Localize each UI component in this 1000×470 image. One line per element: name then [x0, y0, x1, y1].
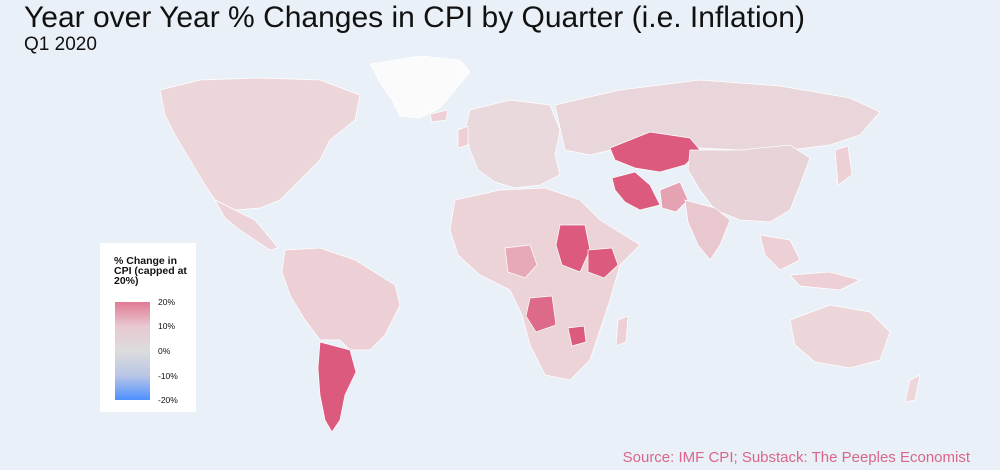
region-japan — [834, 145, 853, 186]
region-iran — [611, 171, 661, 211]
region-nigeria — [504, 244, 538, 279]
region-sudan — [555, 224, 591, 273]
region-africa — [449, 187, 641, 381]
region-new-zealand — [904, 374, 921, 403]
legend-tick-neg10: -10% — [158, 371, 178, 381]
region-angola — [525, 295, 557, 333]
legend-tick-20: 20% — [158, 297, 176, 307]
legend: % Change in CPI (capped at 20%) 20% 10% … — [100, 243, 196, 412]
region-madagascar — [615, 315, 629, 347]
map-subtitle: Q1 2020 — [24, 34, 97, 55]
legend-tick-10: 10% — [158, 321, 176, 331]
region-australia — [789, 304, 891, 369]
region-china — [687, 144, 811, 223]
region-uk — [429, 109, 469, 149]
region-greenland — [369, 55, 471, 119]
legend-title: % Change in CPI (capped at 20%) — [114, 255, 187, 287]
region-india — [684, 199, 731, 261]
region-zimbabwe — [567, 325, 587, 347]
region-pakistan — [659, 181, 689, 213]
legend-color-scale — [115, 302, 150, 400]
source-credit: Source: IMF CPI; Substack: The Peeples E… — [622, 449, 970, 466]
world-map — [159, 55, 921, 433]
region-north-america — [159, 77, 361, 211]
legend-tick-0: 0% — [158, 346, 171, 356]
region-russia — [554, 79, 881, 156]
region-europe — [464, 99, 561, 189]
region-argentina — [317, 341, 357, 433]
map-title: Year over Year % Changes in CPI by Quart… — [24, 1, 805, 34]
legend-tick-neg20: -20% — [158, 395, 178, 405]
region-kazakhstan — [609, 131, 701, 173]
region-southeast-asia — [759, 234, 861, 291]
region-ethiopia — [587, 247, 619, 279]
region-south-america — [281, 247, 401, 351]
region-central-america — [214, 199, 279, 251]
